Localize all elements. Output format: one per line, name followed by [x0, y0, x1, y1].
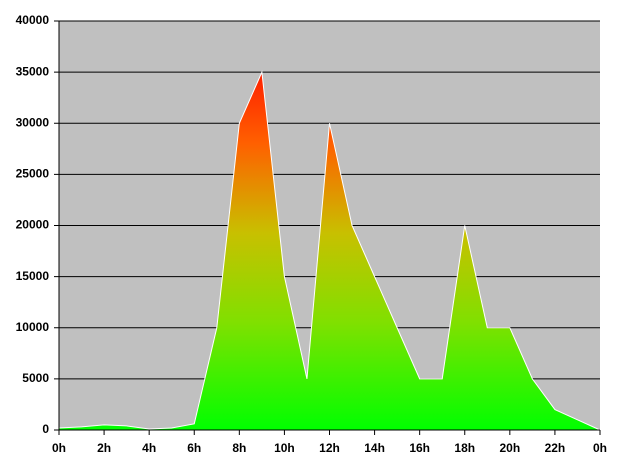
x-tick-label: 16h [409, 441, 430, 455]
y-tick-label: 10000 [16, 320, 50, 334]
x-tick-label: 18h [454, 441, 475, 455]
x-tick-label: 14h [364, 441, 385, 455]
y-tick-label: 30000 [16, 115, 50, 129]
x-tick-label: 0h [52, 441, 66, 455]
area [59, 72, 600, 430]
area-line [58, 70, 601, 431]
x-tick-label: 20h [499, 441, 520, 455]
y-tick-label: 25000 [16, 167, 50, 181]
x-tick-label: 22h [545, 441, 566, 455]
x-tick-label: 8h [232, 441, 246, 455]
x-tick-label: 10h [274, 441, 295, 455]
x-tick-label: 4h [142, 441, 156, 455]
y-tick-label: 20000 [16, 218, 50, 232]
x-tick-label: 6h [187, 441, 201, 455]
x-tick-label: 0h [593, 441, 607, 455]
x-tick-label: 12h [319, 441, 340, 455]
y-tick-label: 5000 [22, 371, 49, 385]
y-tick-label: 15000 [16, 269, 50, 283]
y-tick-label: 35000 [16, 64, 50, 78]
y-tick-label: 40000 [16, 13, 50, 27]
x-tick-label: 2h [97, 441, 111, 455]
y-tick-label: 0 [42, 422, 49, 436]
